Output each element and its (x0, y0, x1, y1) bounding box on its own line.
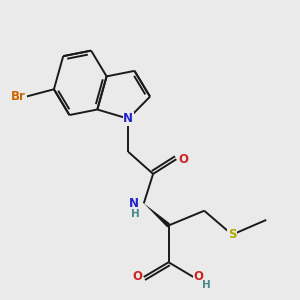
Text: O: O (178, 153, 188, 166)
Text: N: N (129, 197, 139, 210)
Text: O: O (132, 271, 142, 284)
Polygon shape (144, 203, 170, 227)
Text: S: S (228, 228, 236, 241)
Text: Br: Br (11, 90, 26, 103)
Text: N: N (123, 112, 133, 125)
Text: H: H (202, 280, 211, 290)
Text: H: H (131, 209, 140, 219)
Text: O: O (194, 271, 203, 284)
